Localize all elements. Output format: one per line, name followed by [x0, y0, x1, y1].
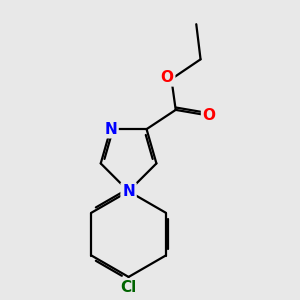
Text: N: N [122, 184, 135, 199]
Text: O: O [160, 70, 174, 85]
Text: Cl: Cl [121, 280, 137, 296]
Text: O: O [202, 107, 216, 122]
Text: N: N [104, 122, 117, 137]
